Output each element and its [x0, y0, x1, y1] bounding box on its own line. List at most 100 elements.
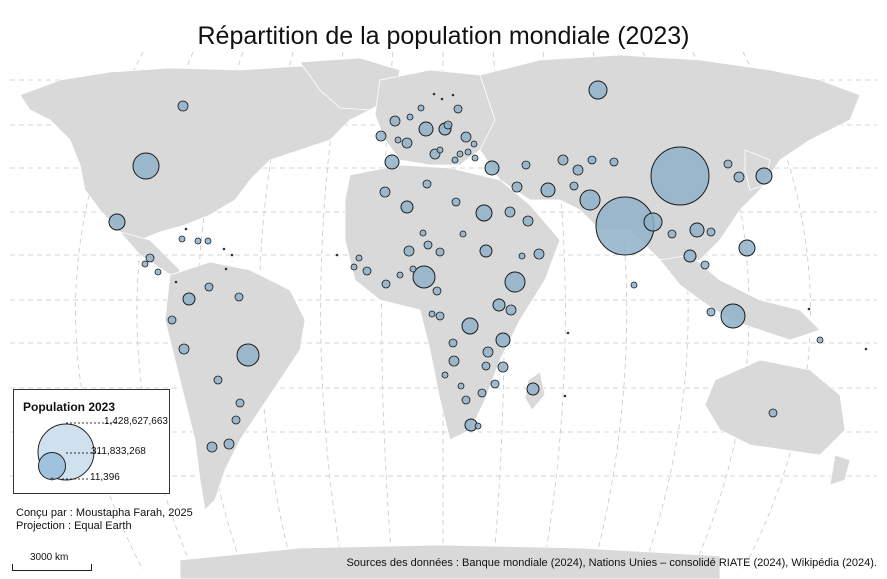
population-bubble [475, 204, 493, 222]
population-bubble [418, 121, 434, 137]
population-bubble [683, 249, 697, 263]
population-bubble [401, 137, 413, 149]
population-bubble [178, 343, 190, 355]
population-bubble [389, 115, 401, 127]
population-bubble [145, 253, 155, 263]
legend-symbols [37, 422, 118, 481]
population-bubble [141, 260, 149, 268]
population-bubbles [108, 80, 868, 453]
population-bubble [470, 140, 478, 148]
population-bubble [435, 247, 445, 257]
small-territory-dot [432, 92, 436, 96]
north-america-landmass [19, 65, 391, 241]
scale-bar: 3000 km [12, 552, 92, 572]
scale-bar-line [12, 564, 92, 571]
southeast-asia-landmass [659, 254, 821, 341]
new-zealand-landmass [829, 454, 851, 486]
population-bubble [178, 235, 186, 243]
population-bubble [236, 343, 260, 367]
population-bubble [350, 263, 358, 271]
population-bubble [396, 271, 404, 279]
population-bubble [428, 310, 436, 318]
population-bubble [457, 382, 465, 390]
legend-circle-medium [38, 452, 66, 480]
population-bubble [451, 197, 461, 207]
population-bubble [435, 311, 445, 321]
credits: Conçu par : Moustapha Farah, 2025 Projec… [16, 507, 193, 533]
population-bubble [453, 104, 463, 114]
population-bubble [706, 227, 716, 237]
population-bubble [504, 206, 516, 218]
population-bubble [700, 260, 710, 270]
population-bubble [400, 200, 414, 214]
small-territory-dot [864, 347, 868, 351]
population-bubble [484, 160, 500, 176]
population-bubble [477, 388, 487, 398]
population-bubble [456, 150, 464, 158]
population-bubble [459, 230, 467, 238]
population-bubble [518, 252, 526, 260]
legend-value-medium: 311,833,268 [91, 446, 146, 457]
population-bubble [394, 136, 402, 144]
population-bubble [406, 113, 414, 121]
scale-label: 3000 km [30, 552, 69, 563]
population-bubble [234, 292, 244, 302]
population-bubble [381, 279, 391, 289]
population-bubble [526, 382, 540, 396]
antarctica-landmass [179, 544, 721, 579]
small-territory-dot [807, 307, 811, 311]
small-territory-dot [184, 227, 188, 231]
population-bubble [557, 154, 569, 166]
small-territory-dot [440, 97, 444, 101]
australia-landmass [704, 359, 846, 456]
population-bubble [409, 265, 417, 273]
projection-credit: Projection : Equal Earth [16, 520, 132, 532]
population-bubble [474, 422, 482, 430]
population-bubble [481, 361, 491, 371]
legend-circle-small [50, 477, 54, 481]
africa-landmass [344, 164, 561, 441]
population-bubble [403, 245, 415, 257]
population-bubble [495, 332, 511, 348]
population-bubble [443, 120, 453, 130]
population-bubble [572, 164, 584, 176]
small-territory-dot [335, 253, 339, 257]
population-bubble [521, 160, 531, 170]
population-bubble [448, 338, 458, 348]
population-bubble [460, 131, 472, 143]
small-territory-dot [451, 93, 455, 97]
population-bubble [816, 336, 824, 344]
population-bubble [579, 189, 601, 211]
population-bubble [384, 154, 400, 170]
population-bubble [412, 265, 436, 289]
population-bubble [167, 315, 177, 325]
population-bubble [490, 379, 500, 389]
population-bubble [733, 171, 745, 183]
population-bubble [441, 371, 449, 379]
population-bubble [423, 240, 433, 250]
population-bubble [108, 213, 126, 231]
small-territory-dot [230, 253, 234, 257]
population-bubble [379, 186, 391, 198]
population-bubble [436, 146, 444, 154]
population-bubble [419, 229, 427, 237]
author-credit: Conçu par : Moustapha Farah, 2025 [16, 507, 193, 519]
map-title: Répartition de la population mondiale (2… [197, 22, 690, 50]
population-bubble [355, 254, 363, 262]
population-bubble [194, 237, 202, 245]
population-bubble [755, 167, 773, 185]
population-bubble [492, 298, 506, 312]
population-bubble [588, 80, 608, 100]
population-bubble [533, 248, 545, 260]
small-territory-dot [566, 331, 570, 335]
small-territory-dot [222, 247, 226, 251]
small-territory-dot [563, 394, 567, 398]
population-bubble [132, 152, 160, 180]
population-bubble [650, 146, 710, 206]
population-bubble [630, 281, 638, 289]
population-bubble [689, 222, 705, 238]
population-bubble [223, 438, 235, 450]
population-bubble [706, 307, 716, 317]
small-territory-dot [174, 280, 178, 284]
